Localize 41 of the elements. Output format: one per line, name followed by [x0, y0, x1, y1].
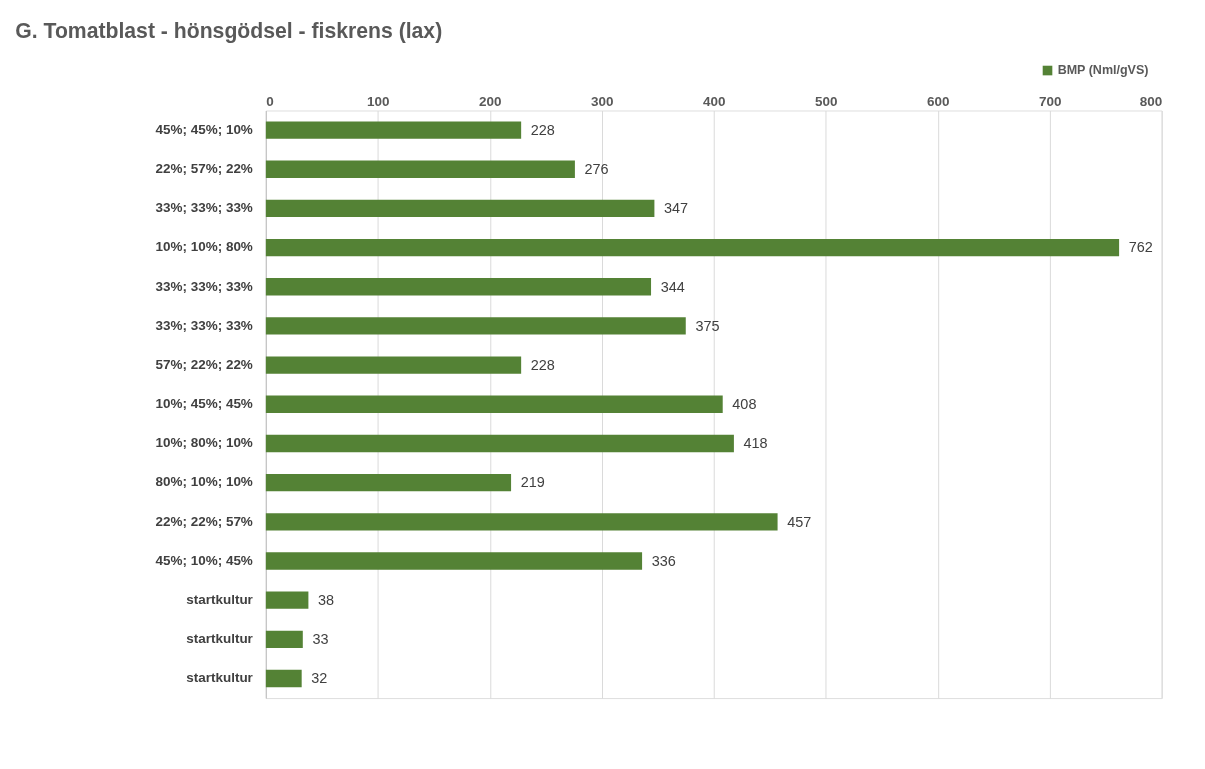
- y-tick-label: 33%; 33%; 33%: [155, 317, 253, 333]
- y-tick-label: 22%; 22%; 57%: [155, 513, 253, 529]
- data-label: 408: [732, 396, 757, 413]
- data-label: 33: [312, 631, 329, 648]
- data-label: 32: [311, 670, 328, 687]
- y-tick-label: 45%; 10%; 45%: [155, 552, 253, 568]
- y-tick-label: startkultur: [186, 670, 254, 686]
- data-label: 418: [743, 435, 768, 452]
- x-tick-label: 700: [1038, 94, 1062, 110]
- legend-label: BMP (Nml/gVS): [1057, 63, 1149, 78]
- data-label: 347: [664, 200, 689, 217]
- x-tick-label: 400: [702, 94, 726, 110]
- data-label: 457: [787, 513, 812, 530]
- x-tick-label: 500: [814, 94, 838, 110]
- y-tick-label: startkultur: [186, 592, 254, 607]
- y-tick-label: 10%; 45%; 45%: [155, 396, 253, 412]
- y-tick-label: 33%; 33%; 33%: [155, 200, 253, 216]
- chart-title: G. Tomatblast - hönsgödsel - fiskrens (lax): [15, 19, 443, 44]
- x-tick-label: 300: [591, 94, 614, 110]
- x-tick-label: 200: [479, 94, 502, 110]
- y-tick-label: 22%; 57%; 22%: [155, 161, 253, 177]
- data-label: 375: [695, 317, 720, 334]
- x-tick-label: 100: [367, 94, 390, 110]
- data-label: 762: [1128, 239, 1153, 256]
- x-tick-label: 0: [266, 94, 274, 110]
- y-tick-label: startkultur: [186, 631, 254, 647]
- data-label: 276: [584, 161, 609, 178]
- y-tick-label: 80%; 10%; 10%: [155, 474, 253, 490]
- y-tick-label: 10%; 80%; 10%: [155, 435, 253, 451]
- data-label: 38: [318, 591, 335, 608]
- data-label: 344: [660, 278, 685, 295]
- x-tick-label: 600: [926, 94, 950, 110]
- data-label: 219: [520, 474, 545, 491]
- y-tick-label: 33%; 33%; 33%: [155, 278, 253, 294]
- data-label: 228: [530, 121, 555, 138]
- y-tick-label: 10%; 10%; 80%: [155, 239, 253, 255]
- x-tick-label: 800: [1139, 94, 1163, 110]
- y-tick-label: 57%; 22%; 22%: [155, 356, 253, 372]
- y-tick-label: 45%; 45%; 10%: [155, 121, 253, 137]
- data-label: 228: [530, 356, 555, 373]
- data-label: 336: [651, 552, 676, 569]
